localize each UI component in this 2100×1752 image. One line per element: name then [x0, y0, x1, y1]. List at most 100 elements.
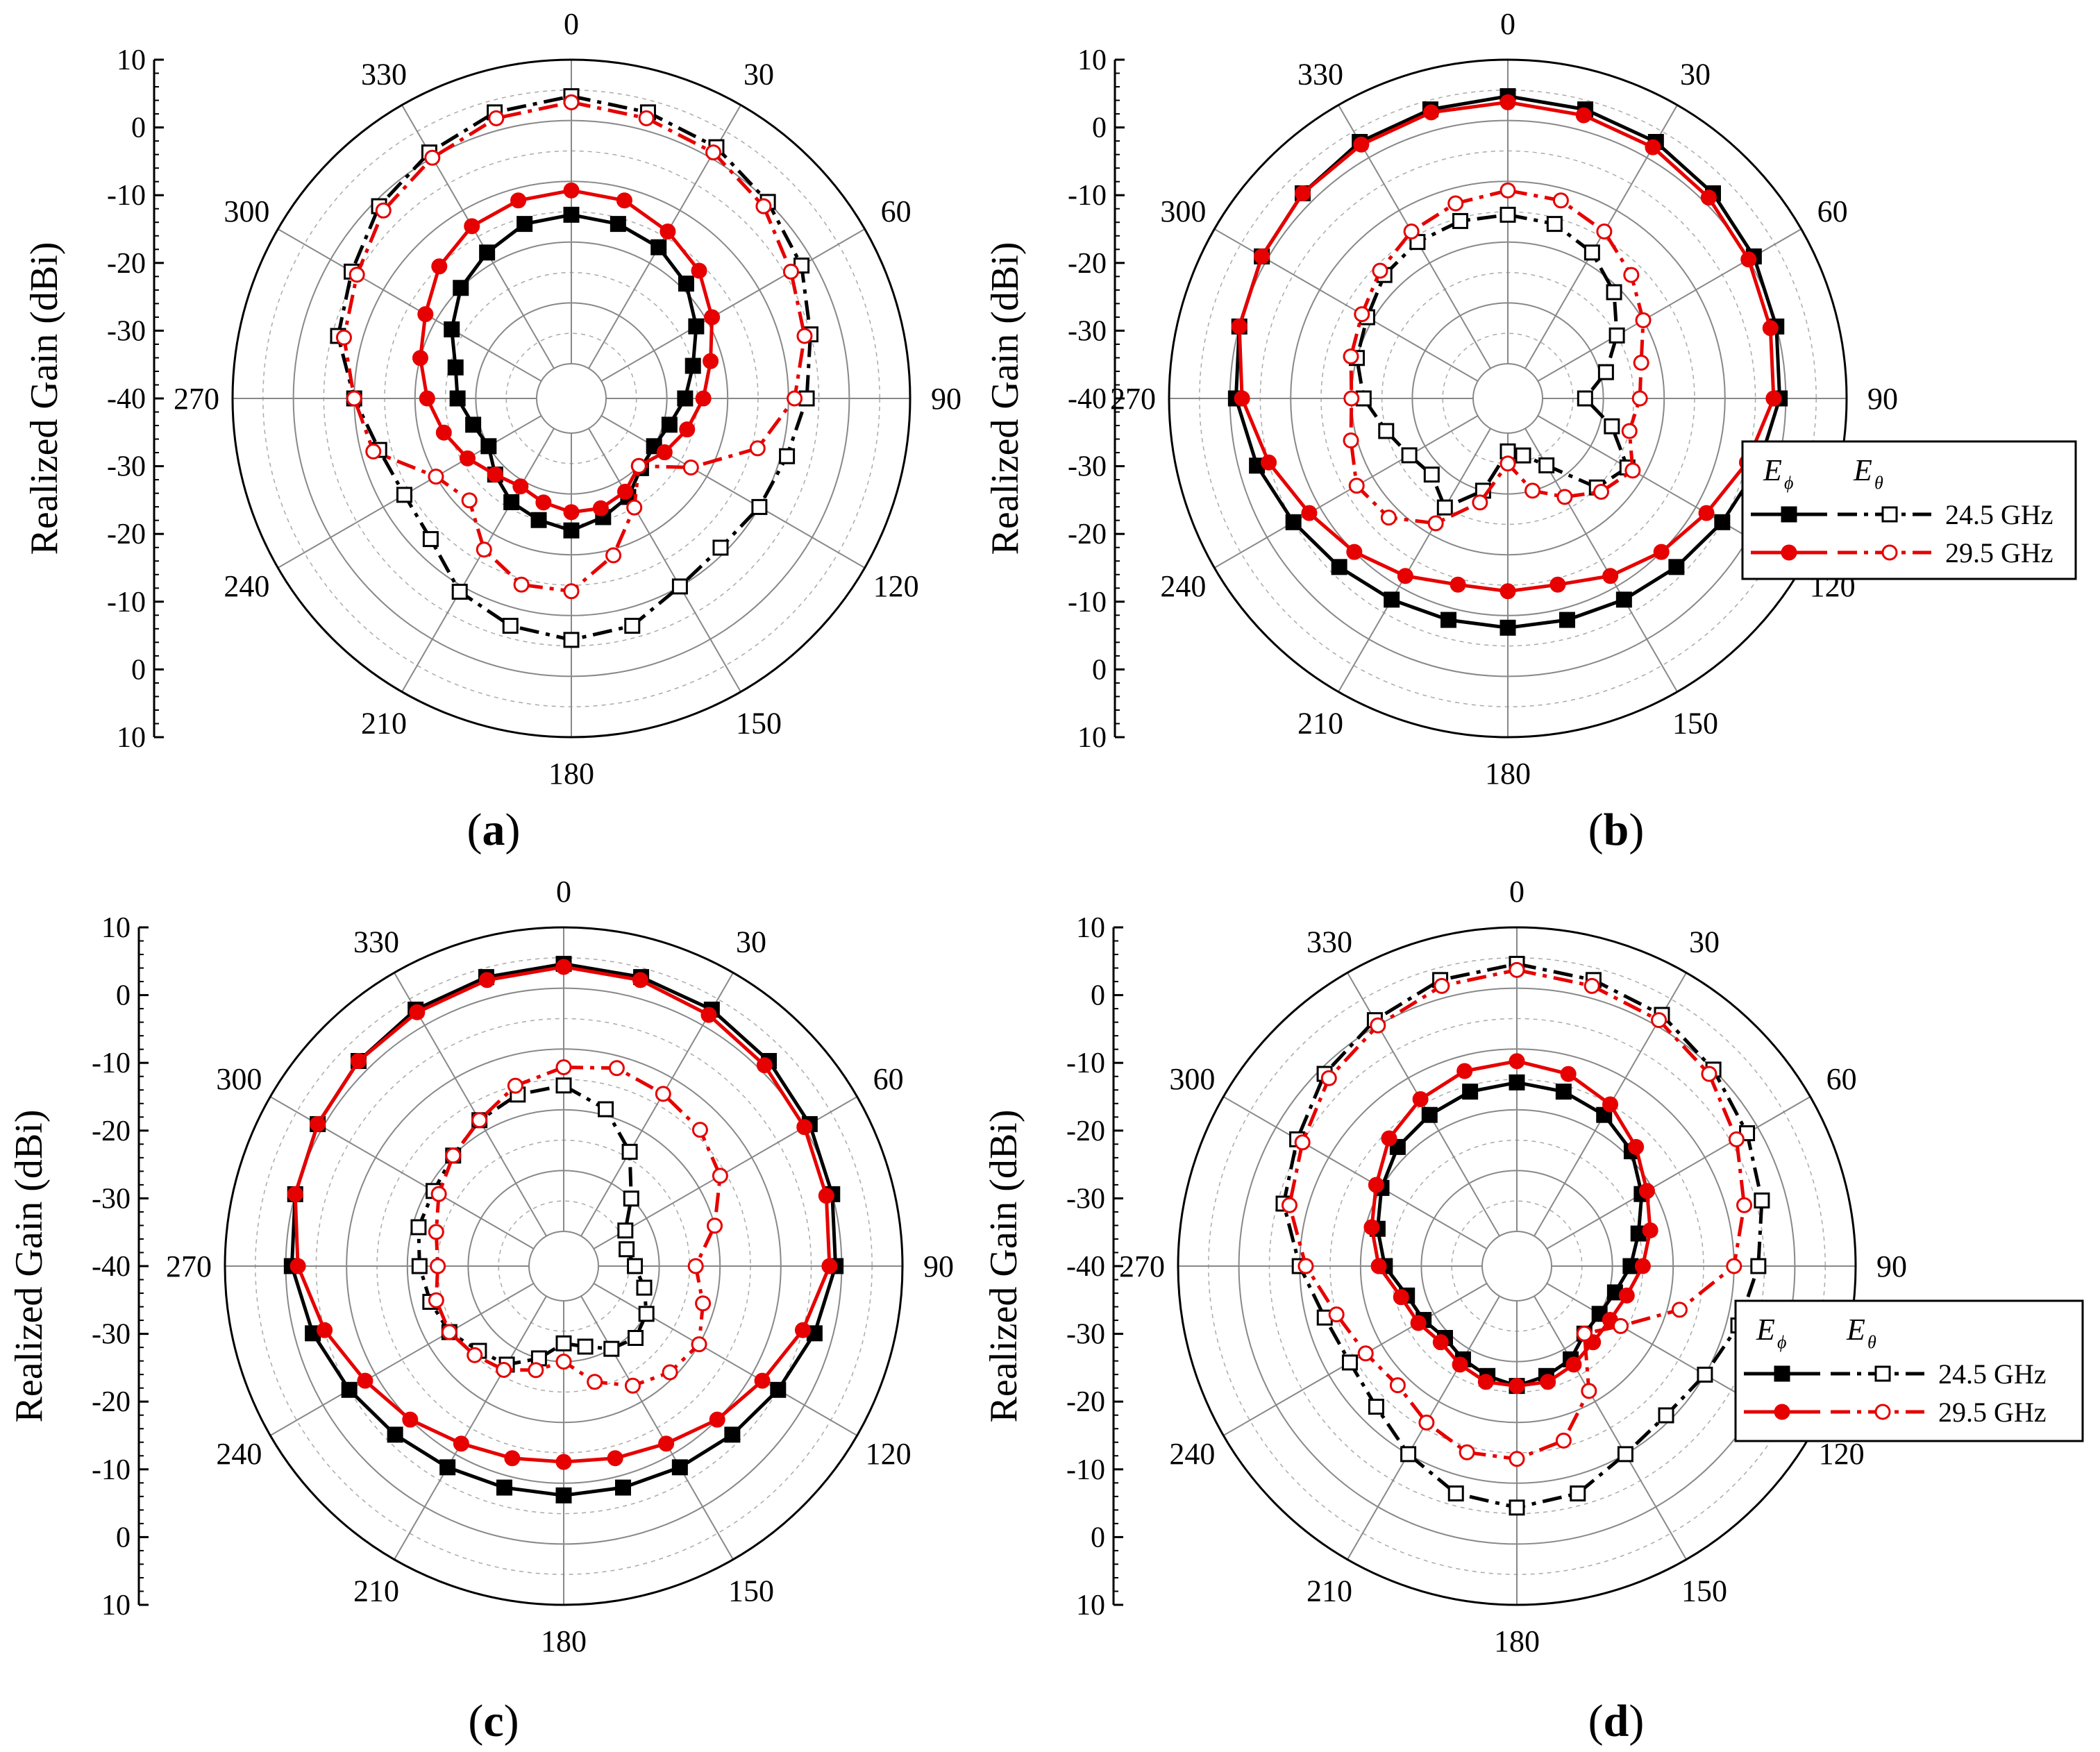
grid-ring-inner — [528, 1231, 599, 1302]
legend-header-theta: E — [1853, 453, 1872, 487]
data-point — [1509, 1499, 1525, 1516]
data-point — [1509, 1378, 1525, 1395]
data-point — [679, 421, 696, 438]
radial-tick-label: -30 — [107, 451, 146, 483]
data-point — [444, 321, 460, 338]
angle-label: 90 — [1876, 1249, 1907, 1283]
data-point — [528, 1362, 544, 1379]
data-point — [535, 494, 552, 511]
data-point — [1389, 1377, 1406, 1394]
data-point — [605, 547, 622, 564]
radial-tick-label: -10 — [107, 180, 146, 212]
data-point — [396, 487, 412, 503]
data-point — [1613, 1317, 1629, 1334]
data-point — [346, 390, 362, 407]
grid-spoke — [394, 1295, 547, 1560]
data-point — [365, 443, 382, 460]
data-point — [431, 258, 448, 275]
data-point — [796, 1119, 813, 1136]
legend-box — [1734, 1299, 2084, 1442]
data-point — [512, 478, 529, 495]
data-point — [459, 450, 476, 466]
data-point — [624, 618, 641, 634]
angle-label: 90 — [923, 1249, 954, 1283]
angle-label: 240 — [1169, 1437, 1215, 1471]
radial-tick-label: -30 — [92, 1319, 131, 1351]
data-point — [1447, 195, 1464, 212]
data-point — [453, 280, 469, 296]
radial-tick-label: -10 — [92, 1047, 131, 1079]
radial-tick-label: -30 — [107, 315, 146, 347]
grid-spoke — [269, 1283, 535, 1436]
data-point — [1436, 499, 1453, 516]
data-point — [1538, 457, 1555, 473]
radial-tick-label: 10 — [117, 44, 146, 76]
radial-tick-label: -20 — [1066, 1115, 1105, 1147]
data-point — [712, 1168, 728, 1184]
polar-chart-c: 0 30 60 90 120 150 180 210 240 270 300 330 10 0 -10 -20… — [8, 875, 954, 1658]
data-point — [1281, 1197, 1297, 1213]
data-point — [1668, 559, 1685, 575]
data-point — [563, 94, 580, 110]
data-point — [1380, 509, 1397, 526]
data-point — [464, 218, 480, 235]
data-point — [335, 329, 352, 346]
data-point — [1714, 514, 1731, 530]
data-point — [703, 353, 719, 369]
data-point — [598, 1101, 614, 1118]
angle-label: 300 — [1160, 194, 1206, 228]
data-point — [1593, 483, 1609, 500]
data-point — [1740, 251, 1757, 268]
data-point — [1698, 505, 1715, 521]
data-point — [1726, 1258, 1742, 1274]
data-point — [616, 192, 632, 209]
data-point — [503, 494, 520, 511]
data-point — [695, 390, 712, 407]
data-point — [1736, 1197, 1753, 1213]
data-point — [449, 390, 466, 407]
angle-label: 90 — [931, 382, 961, 416]
legend-label: 29.5 GHz — [1945, 537, 2053, 568]
data-point — [555, 1335, 572, 1351]
radial-tick-label: 10 — [117, 722, 146, 754]
angle-label: 180 — [548, 757, 594, 791]
legend-marker-open — [1881, 544, 1898, 561]
legend-header-theta-sub: θ — [1867, 1332, 1876, 1352]
data-point — [1370, 1258, 1387, 1274]
data-point — [1331, 559, 1347, 575]
data-point — [1624, 462, 1641, 479]
data-point — [1381, 1130, 1397, 1147]
data-point — [1301, 505, 1318, 521]
data-point — [707, 1218, 723, 1234]
data-point — [1370, 1017, 1386, 1034]
data-point — [412, 350, 428, 367]
radial-tick-label: -30 — [1066, 1183, 1105, 1215]
data-point — [1606, 284, 1622, 301]
angle-label: 30 — [1680, 57, 1711, 91]
data-point — [787, 390, 803, 407]
data-point — [1412, 1090, 1429, 1107]
radial-tick-label: 0 — [131, 654, 146, 686]
data-point — [794, 1322, 811, 1338]
data-point — [1440, 612, 1457, 628]
radial-axis: 10 0 -10 -20 -30 -40 -30 -20 -10 0 10 — [92, 912, 149, 1622]
angle-label: 180 — [1494, 1624, 1540, 1658]
angle-label: 90 — [1867, 382, 1898, 416]
radial-tick-label: 10 — [1076, 1590, 1105, 1622]
data-point — [658, 1435, 675, 1452]
data-point — [1285, 514, 1302, 530]
angle-label: 210 — [361, 707, 407, 741]
data-point — [1472, 494, 1488, 511]
data-point — [1596, 223, 1613, 239]
series-e_phi-295-ghz — [1231, 94, 1782, 600]
data-point — [705, 144, 722, 161]
data-point — [1584, 244, 1600, 261]
series-e_phi-295-ghz — [1363, 1053, 1658, 1395]
data-point — [471, 1112, 488, 1129]
data-point — [1368, 1177, 1384, 1193]
data-point — [1341, 1354, 1358, 1371]
data-point — [671, 578, 688, 595]
y-axis-label: Realized Gain (dBi) — [23, 242, 66, 555]
series-e_theta-245-ghz — [1275, 956, 1770, 1516]
